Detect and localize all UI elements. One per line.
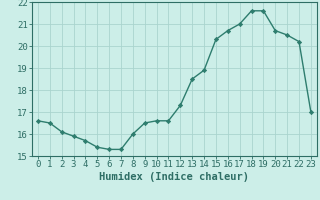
X-axis label: Humidex (Indice chaleur): Humidex (Indice chaleur) <box>100 172 249 182</box>
